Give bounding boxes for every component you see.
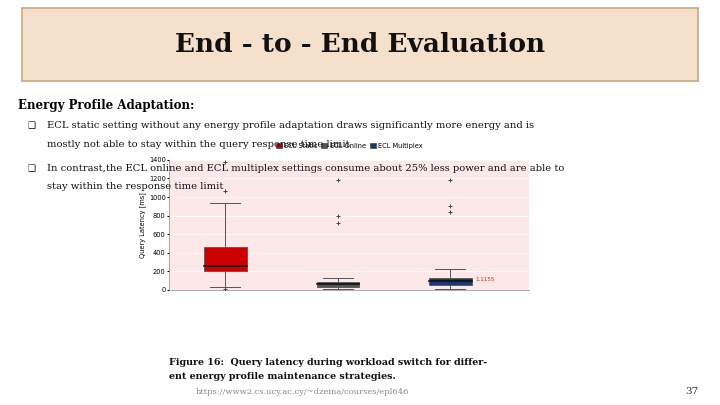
Text: ECL static setting without any energy profile adaptation draws significantly mor: ECL static setting without any energy pr…: [47, 122, 534, 130]
Bar: [429, 277, 472, 285]
Text: Figure 16:  Query latency during workload switch for differ-: Figure 16: Query latency during workload…: [169, 358, 487, 367]
Text: mostly not able to stay within the query response time limit: mostly not able to stay within the query…: [47, 140, 349, 149]
Bar: [317, 282, 359, 287]
Text: 1.1155: 1.1155: [475, 277, 495, 282]
Y-axis label: Query Latency [ms]: Query Latency [ms]: [140, 192, 146, 258]
Text: ❑: ❑: [27, 164, 35, 173]
Text: ent energy profile maintenance strategies.: ent energy profile maintenance strategie…: [169, 372, 396, 381]
Text: ❑: ❑: [27, 122, 35, 130]
Bar: [204, 247, 247, 271]
Text: Energy Profile Adaptation:: Energy Profile Adaptation:: [18, 99, 194, 112]
Text: End - to - End Evaluation: End - to - End Evaluation: [175, 32, 545, 57]
Text: In contrast,the ECL online and ECL multiplex settings consume about 25% less pow: In contrast,the ECL online and ECL multi…: [47, 164, 564, 173]
Text: stay within the response time limit: stay within the response time limit: [47, 182, 223, 191]
Text: https://www2.cs.ucy.ac.cy/~dzeina/courses/epl646: https://www2.cs.ucy.ac.cy/~dzeina/course…: [196, 388, 409, 396]
Text: 37: 37: [685, 387, 698, 396]
Legend: ECL Static, ECL Online, ECL Multiplex: ECL Static, ECL Online, ECL Multiplex: [273, 140, 426, 151]
